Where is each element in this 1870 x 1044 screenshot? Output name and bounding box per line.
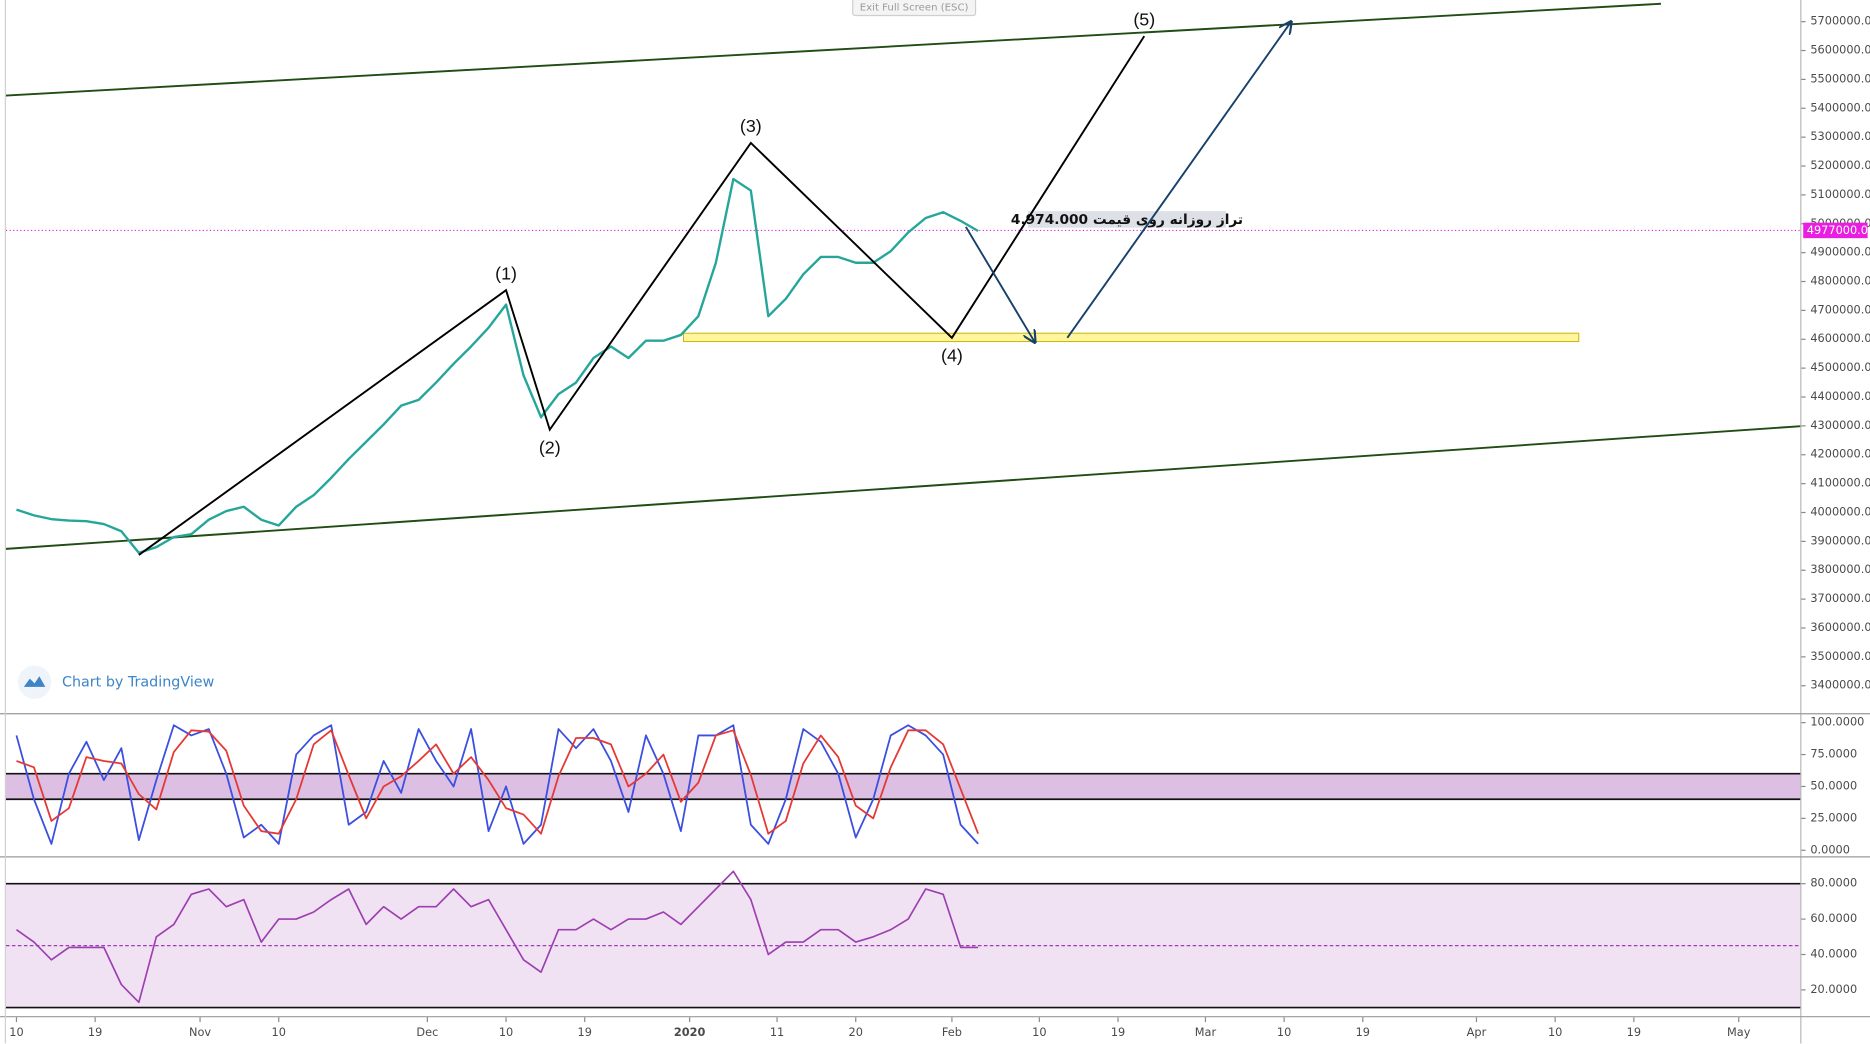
projection-arrow <box>1066 22 1291 339</box>
plot: 3400000.0 3500000.0 3600000.0 3700000.0 3800… <box>5 2 1870 1039</box>
y-tick-label: 3600000.0 <box>1810 620 1870 634</box>
wave-label: (1) <box>495 263 517 283</box>
watermark: Chart by TradingView <box>17 665 215 699</box>
y-tick-label: 5100000.0 <box>1810 187 1870 201</box>
x-tick-label: 10 <box>1548 1025 1562 1039</box>
x-tick-label: 10 <box>1277 1025 1291 1039</box>
y-tick-label: 4200000.0 <box>1810 447 1870 461</box>
x-tick-label: 19 <box>578 1025 592 1039</box>
indicator-line <box>16 729 979 835</box>
y-tick-label: 50.0000 <box>1810 778 1857 792</box>
price-note: تراز روزانه روی قیمت 4.974.000 <box>1011 211 1243 228</box>
wave-label: (2) <box>539 437 561 457</box>
y-tick-label: 4600000.0 <box>1810 331 1870 345</box>
button-text[interactable]: Exit Full Screen (ESC) <box>860 3 969 14</box>
y-tick-label: 4700000.0 <box>1810 302 1870 316</box>
x-tick-label: 19 <box>88 1025 102 1039</box>
x-tick-label: May <box>1727 1025 1751 1039</box>
watermark-text: Chart by TradingView <box>62 675 215 691</box>
y-tick-label: 4300000.0 <box>1810 418 1870 432</box>
x-tick-label: Mar <box>1195 1025 1217 1039</box>
data-line <box>16 177 979 555</box>
y-tick-label: 5500000.0 <box>1810 71 1870 85</box>
projection-arrow <box>965 226 1035 342</box>
overlays: 4977000.0 (1) (2) (3) (4) (5) <box>138 9 1868 556</box>
wave-line <box>138 35 1146 556</box>
x-tick-label: 10 <box>499 1025 513 1039</box>
y-tick-label: 3800000.0 <box>1810 562 1870 576</box>
x-tick-label: 20 <box>849 1025 863 1039</box>
x-tick-label: Dec <box>416 1025 438 1039</box>
y-tick-label: 40.0000 <box>1810 946 1857 960</box>
x-tick-label: 10 <box>9 1025 23 1039</box>
y-tick-label: 4400000.0 <box>1810 389 1870 403</box>
wave-label: (5) <box>1133 9 1155 29</box>
x-tick-label: Apr <box>1467 1025 1487 1039</box>
x-tick-label: 10 <box>272 1025 286 1039</box>
watermark-icon-bg <box>17 665 52 699</box>
button-frame[interactable] <box>852 0 977 17</box>
x-tick-label: Nov <box>189 1025 211 1039</box>
x-tick-label: 10 <box>1032 1025 1046 1039</box>
y-tick-label: 3500000.0 <box>1810 649 1870 663</box>
x-tick-label: 19 <box>1356 1025 1370 1039</box>
y-tick-label: 5300000.0 <box>1810 129 1870 143</box>
y-tick-label: 100.0000 <box>1810 715 1864 729</box>
y-tick-label: 4900000.0 <box>1810 245 1870 259</box>
y-tick-label: 60.0000 <box>1810 911 1857 925</box>
y-tick-label: 25.0000 <box>1810 810 1857 824</box>
support-zone <box>683 332 1580 343</box>
y-tick-label: 80.0000 <box>1810 876 1857 890</box>
exit-fullscreen-button[interactable]: Exit Full Screen (ESC) <box>852 0 977 17</box>
data-line <box>15 870 979 1004</box>
x-tick-label: 19 <box>1627 1025 1641 1039</box>
wave-label: (4) <box>941 346 963 366</box>
x-tick-label: Feb <box>942 1025 962 1039</box>
y-tick-label: 75.0000 <box>1810 747 1857 761</box>
y-tick-label: 3400000.0 <box>1810 678 1870 692</box>
y-tick-label: 20.0000 <box>1810 982 1857 996</box>
y-tick-label: 3900000.0 <box>1810 533 1870 547</box>
y-tick-label: 0.0000 <box>1810 842 1850 856</box>
x-tick-label: 11 <box>770 1025 784 1039</box>
y-tick-label: 5700000.0 <box>1810 14 1870 28</box>
note-background <box>1028 211 1226 228</box>
y-tick-label: 5400000.0 <box>1810 100 1870 114</box>
channel-line <box>5 425 1801 550</box>
x-tick-label: 19 <box>1111 1025 1125 1039</box>
x-tick-label: 2020 <box>674 1025 706 1039</box>
y-tick-label: 5600000.0 <box>1810 43 1870 57</box>
y-tick-label: 4500000.0 <box>1810 360 1870 374</box>
wave-label: (3) <box>740 116 762 136</box>
last-price-tag <box>1803 222 1868 239</box>
y-tick-label: 4000000.0 <box>1810 505 1870 519</box>
last-price-label: 4977000.0 <box>1807 223 1868 237</box>
y-tick-label: 3700000.0 <box>1810 591 1870 605</box>
band <box>5 773 1801 800</box>
note-text: تراز روزانه روی قیمت 4.974.000 <box>1011 212 1243 228</box>
y-tick-label: 4100000.0 <box>1810 476 1870 490</box>
channel-line <box>5 2 1661 97</box>
y-tick-label: 5200000.0 <box>1810 158 1870 172</box>
y-tick-label: 4800000.0 <box>1810 274 1870 288</box>
watermark-icon <box>23 676 46 687</box>
